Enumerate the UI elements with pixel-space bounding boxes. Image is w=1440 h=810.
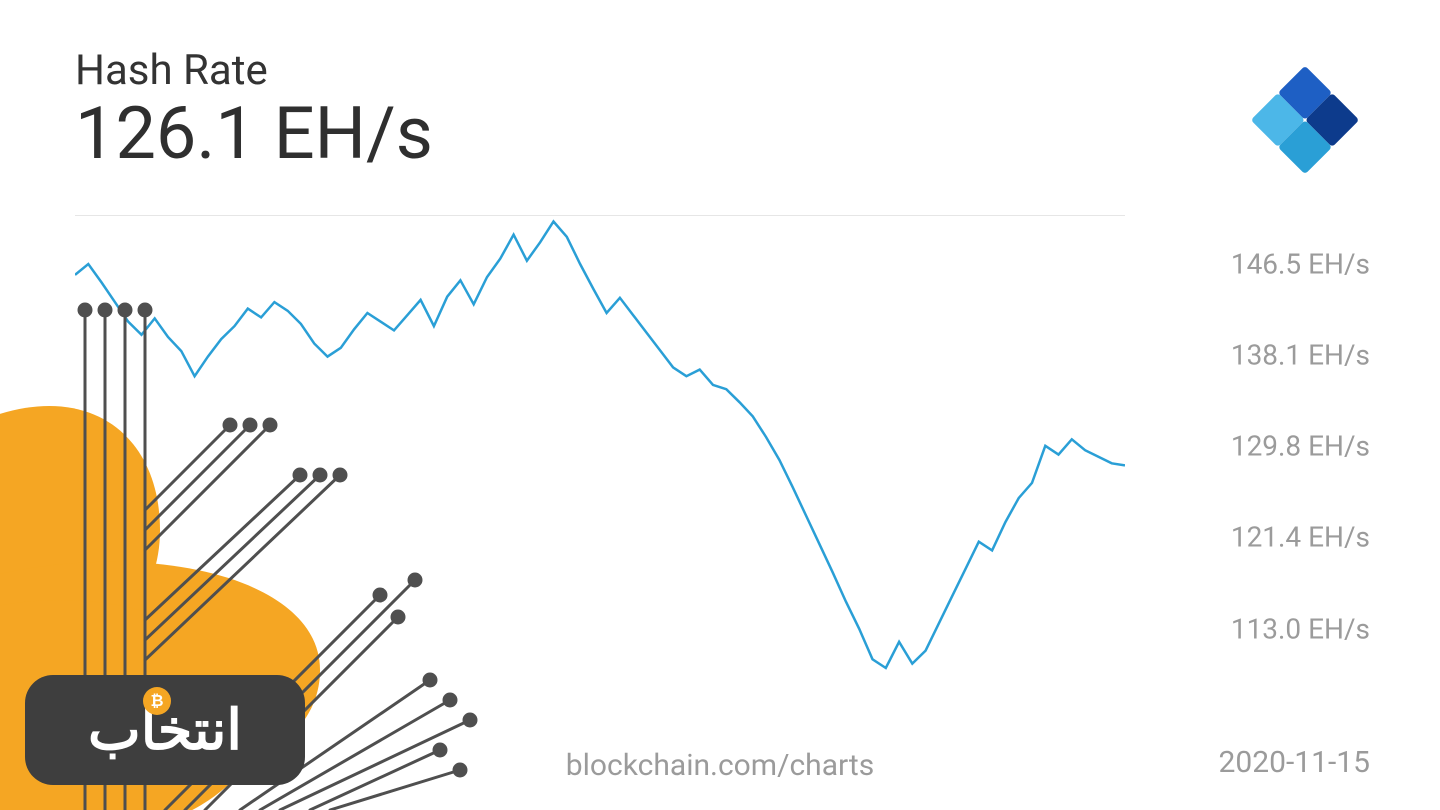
logo-svg [1245, 60, 1365, 180]
y-axis-label: 129.8 EH/s [1231, 429, 1370, 462]
chart-value: 126.1 EH/s [75, 98, 433, 170]
chart-plot-area [75, 215, 1125, 705]
chart-top-rule [75, 215, 1125, 216]
header: Hash Rate 126.1 EH/s [75, 50, 433, 170]
hashrate-line [75, 222, 1125, 669]
blockchain-logo-icon [1245, 60, 1365, 180]
y-axis-label: 113.0 EH/s [1231, 612, 1370, 645]
footer-source: blockchain.com/charts [566, 748, 874, 783]
y-axis-label: 138.1 EH/s [1231, 339, 1370, 372]
y-axis-label: 121.4 EH/s [1231, 521, 1370, 554]
line-chart-svg [75, 215, 1125, 705]
chart-title: Hash Rate [75, 50, 433, 92]
y-axis: 146.5 EH/s 138.1 EH/s 129.8 EH/s 121.4 EH/s… [1170, 215, 1370, 705]
y-axis-label: 146.5 EH/s [1231, 248, 1370, 281]
footer-date: 2020-11-15 [1219, 745, 1370, 780]
